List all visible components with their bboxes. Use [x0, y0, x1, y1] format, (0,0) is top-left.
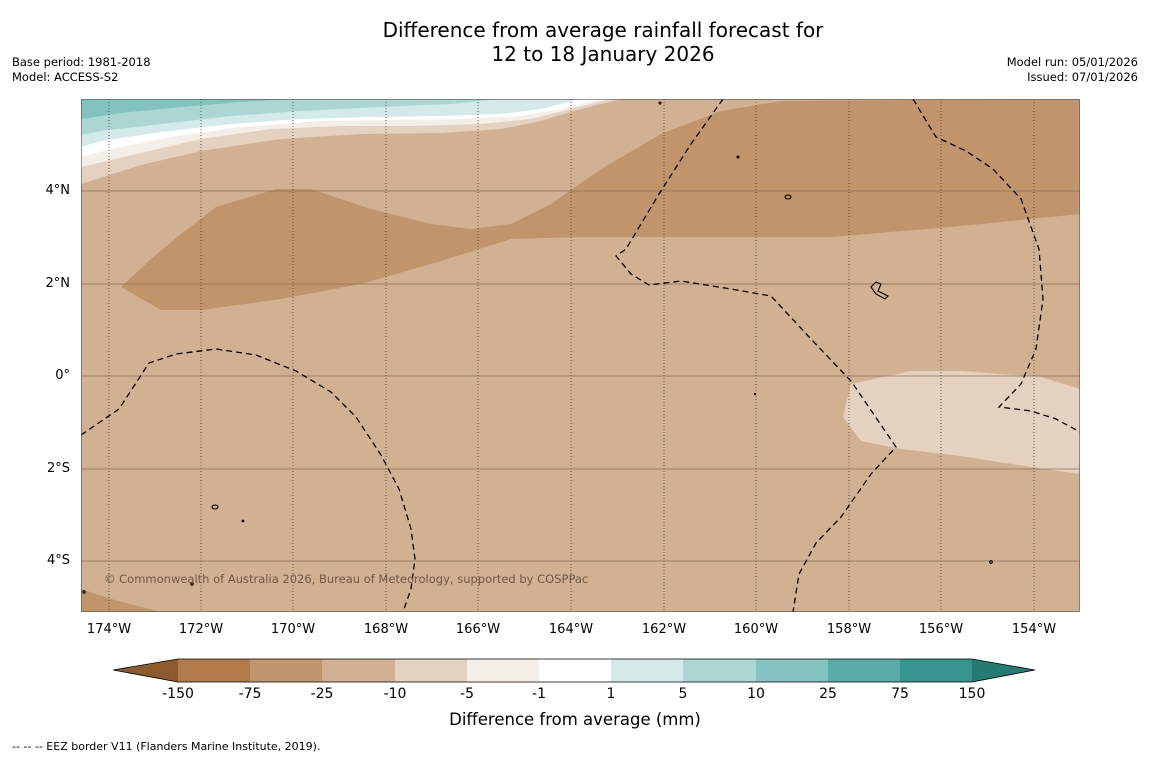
lat-label-2s: 2°S: [46, 461, 70, 476]
island-c: [658, 101, 662, 105]
legend-tick-label: -75: [238, 686, 262, 702]
legend-bin-7: [611, 659, 683, 682]
legend-tick-label: -5: [460, 686, 474, 702]
legend-bin-1: [178, 659, 250, 682]
legend-outline: [113, 658, 1036, 683]
rainfall-map: [81, 99, 1080, 612]
legend-tick-label: -150: [162, 686, 194, 702]
deficit-patch-southwest: [81, 589, 161, 612]
lon-label-174w: 174°W: [86, 622, 132, 637]
lon-label-158w: 158°W: [826, 622, 872, 637]
copyright-notice: © Commonwealth of Australia 2026, Bureau…: [104, 572, 589, 586]
island-b: [211, 504, 219, 510]
island-e: [241, 519, 245, 523]
base-info: Base period: 1981-2018 Model: ACCESS-S2: [12, 55, 151, 85]
legend-bin-10: [828, 659, 900, 682]
legend-bin-4: [395, 659, 467, 682]
run-info: Model run: 05/01/2026 Issued: 07/01/2026: [1007, 55, 1138, 85]
issued-date: Issued: 07/01/2026: [1027, 70, 1138, 84]
legend-colorbar: [113, 658, 1036, 683]
legend-bin-9: [756, 659, 828, 682]
deficit-patch-light-east: [843, 371, 1080, 474]
lat-label-0: 0°: [55, 368, 70, 383]
contour-band-wet: [81, 99, 501, 135]
base-period: Base period: 1981-2018: [12, 55, 151, 69]
legend-bin-6: [539, 659, 611, 682]
legend-title: Difference from average (mm): [449, 710, 701, 729]
eez-border-west: [81, 348, 416, 612]
legend-bin-12: [972, 659, 1035, 682]
eez-border-east: [912, 99, 1080, 433]
legend-tick-label: 5: [678, 686, 688, 702]
map-svg: [81, 99, 1080, 612]
legend-bin-2: [250, 659, 322, 682]
legend-bin-11: [900, 659, 972, 682]
model-name: Model: ACCESS-S2: [12, 70, 119, 84]
legend-tick-label: 1: [606, 686, 616, 702]
island-a: [784, 194, 792, 200]
legend-bin-0: [113, 659, 178, 682]
legend-tick-label: 10: [747, 686, 765, 702]
deficit-band-moderate: [121, 99, 1080, 310]
lon-label-168w: 168°W: [363, 622, 409, 637]
lon-label-172w: 172°W: [178, 622, 224, 637]
island-i: [82, 590, 86, 594]
lon-label-160w: 160°W: [733, 622, 779, 637]
islands: [82, 101, 993, 594]
contour-band-wet-strong: [81, 99, 291, 119]
lon-label-164w: 164°W: [548, 622, 594, 637]
legend-bin-8: [683, 659, 756, 682]
chart-title: Difference from average rainfall forecas…: [0, 18, 1150, 66]
island-g: [989, 560, 993, 564]
lon-label-154w: 154°W: [1011, 622, 1057, 637]
latitude-gridlines: [81, 190, 1080, 562]
island-kiritimati: [870, 281, 889, 300]
island-h: [753, 392, 757, 396]
legend-tick-label: 75: [891, 686, 909, 702]
lat-label-4n: 4°N: [45, 183, 71, 198]
title-line-2: 12 to 18 January 2026: [491, 42, 715, 66]
legend-bin-3: [322, 659, 395, 682]
eez-borders: [81, 99, 1080, 612]
legend-tick-label: -10: [383, 686, 407, 702]
legend-tick-label: 150: [958, 686, 986, 702]
lat-label-2n: 2°N: [45, 276, 71, 291]
island-f: [190, 582, 194, 586]
eez-footnote: -- -- -- EEZ border V11 (Flanders Marine…: [12, 740, 321, 753]
island-d: [736, 155, 740, 159]
lon-label-156w: 156°W: [918, 622, 964, 637]
map-border: [81, 99, 1080, 612]
title-line-1: Difference from average rainfall forecas…: [382, 18, 824, 42]
lat-label-4s: 4°S: [46, 553, 70, 568]
eez-border-central: [615, 99, 897, 612]
legend-tick-label: 25: [819, 686, 837, 702]
model-run: Model run: 05/01/2026: [1006, 55, 1138, 69]
legend-tick-label: -1: [532, 686, 546, 702]
lon-label-166w: 166°W: [455, 622, 501, 637]
lon-label-170w: 170°W: [270, 622, 316, 637]
legend-bin-5: [467, 659, 539, 682]
lon-label-162w: 162°W: [641, 622, 687, 637]
legend-tick-label: -25: [310, 686, 334, 702]
